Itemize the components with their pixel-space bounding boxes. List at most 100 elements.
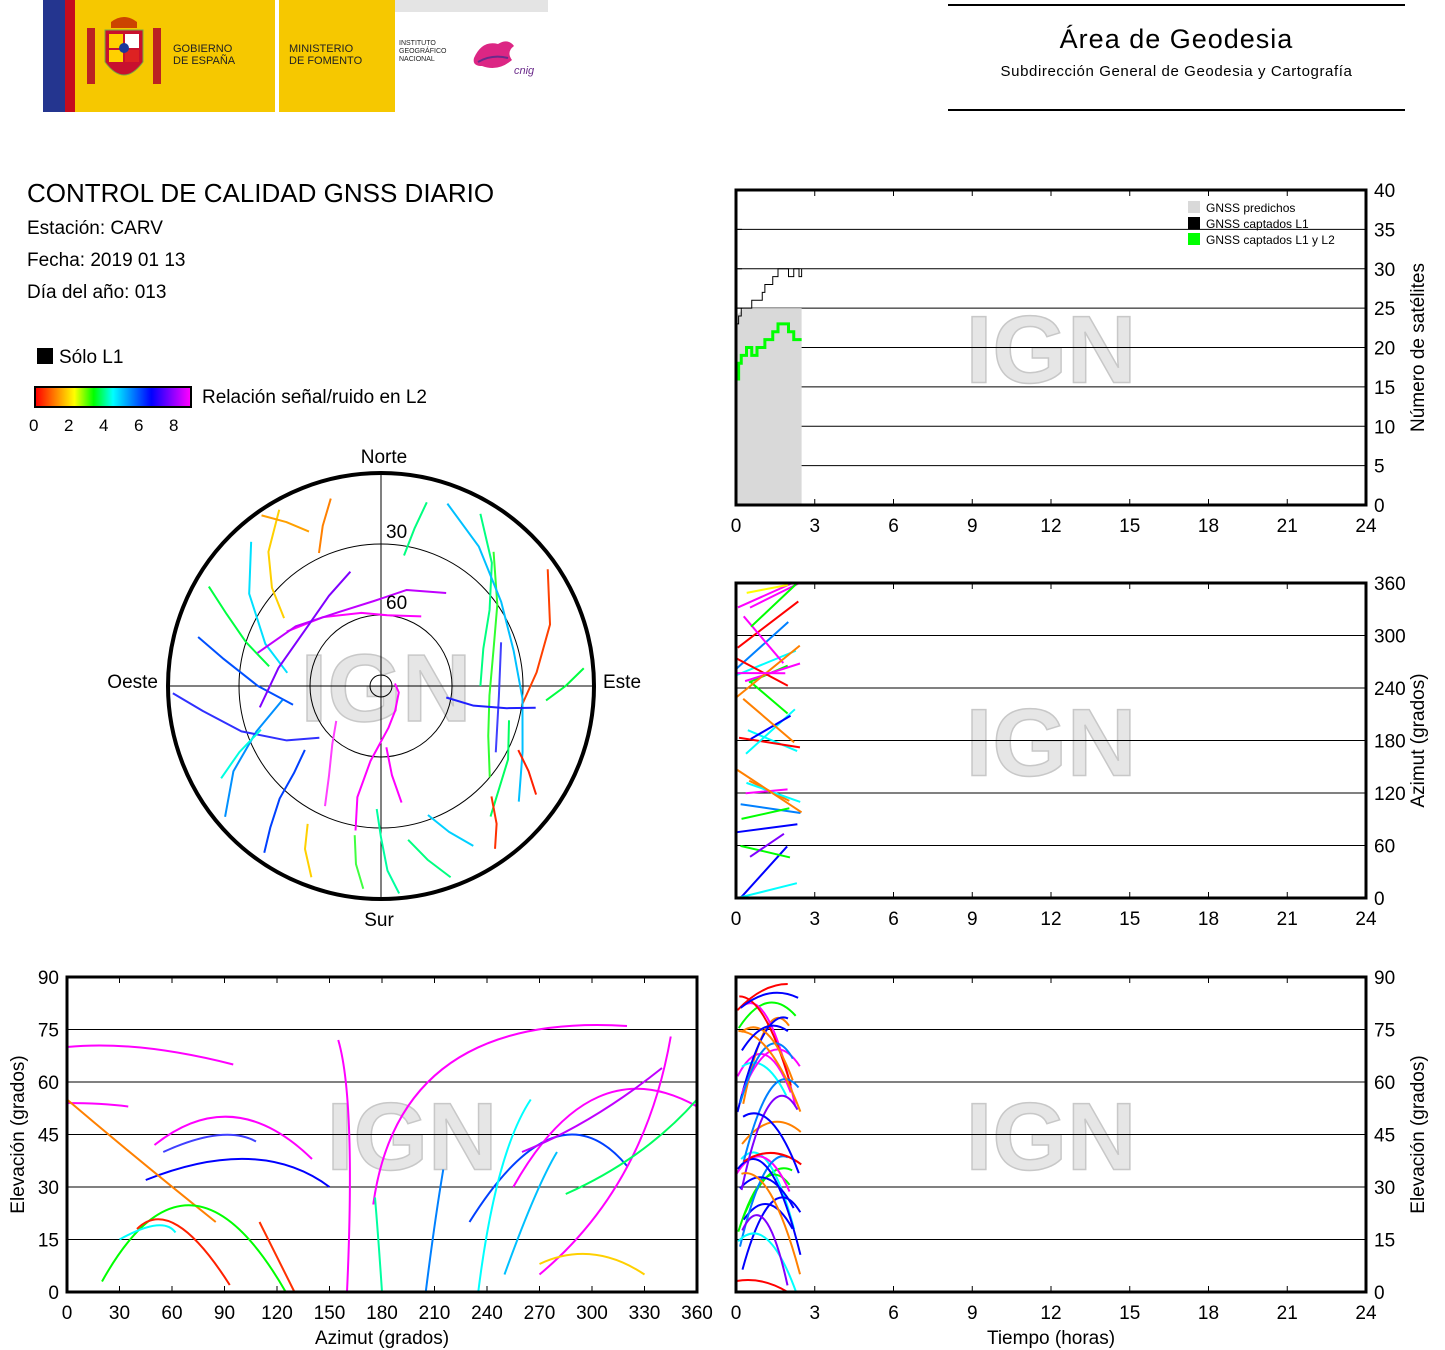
ign-watermark: IGN	[966, 297, 1137, 404]
satellite-elevation-azimuth-track	[258, 1221, 296, 1293]
snr-tick: 6	[134, 416, 144, 435]
satellite-elevation-azimuth-track	[565, 1098, 698, 1195]
skyplot-satellite-track	[385, 747, 403, 803]
x-tick-label: 12	[1040, 909, 1061, 930]
ministerio-panel	[279, 0, 395, 112]
satellite-elevation-azimuth-track	[372, 1024, 628, 1205]
satellite-elevation-track	[738, 1029, 802, 1112]
x-tick-label: 270	[524, 1303, 556, 1324]
x-tick-label: 120	[261, 1303, 293, 1324]
satellite-elevation-track	[742, 1112, 800, 1174]
satellite-azimuth-track	[737, 600, 799, 649]
area-title: Área de Geodesia	[1059, 24, 1294, 54]
legend-l1-label: Sólo L1	[59, 347, 124, 368]
skyplot-satellite-track	[445, 696, 536, 710]
y-axis-label: Elevación (grados)	[8, 1055, 29, 1213]
x-tick-label: 18	[1198, 516, 1219, 537]
x-tick-label: 330	[629, 1303, 661, 1324]
x-tick-label: 6	[888, 1303, 899, 1324]
station-label: Estación: CARV	[27, 218, 163, 239]
satellite-elevation-azimuth-track	[477, 1098, 532, 1293]
satellite-elevation-azimuth-track	[512, 1087, 698, 1188]
y-tick-label: 60	[38, 1073, 59, 1094]
skyplot-satellite-track	[545, 667, 585, 702]
y-tick-label: 0	[1374, 496, 1385, 517]
skyplot-satellite-track	[354, 683, 400, 831]
satellite-azimuth-track	[747, 729, 798, 753]
x-tick-label: 12	[1040, 516, 1061, 537]
header-top-rule	[948, 4, 1405, 6]
y-tick-label: 240	[1374, 679, 1406, 700]
skyplot-satellite-track	[494, 642, 503, 753]
y-axis-label: Azimut (grados)	[1408, 673, 1429, 807]
skyplot-satellite-track	[317, 498, 332, 554]
legend-label: GNSS predichos	[1206, 201, 1295, 215]
skyplot-satellite-track	[267, 509, 285, 619]
satellite-azimuth-track	[749, 832, 785, 858]
satellite-azimuth-track	[736, 649, 797, 676]
satellite-azimuth-track	[736, 823, 798, 834]
skyplot-satellite-track	[224, 699, 284, 818]
y-tick-label: 30	[1374, 260, 1395, 281]
satellite-elevation-azimuth-track	[145, 1157, 331, 1188]
skyplot-satellite-track	[520, 569, 552, 707]
x-tick-label: 21	[1277, 516, 1298, 537]
snr-tick: 8	[169, 416, 179, 435]
legend-label: GNSS captados L1	[1206, 217, 1309, 231]
legend-swatch	[1188, 233, 1200, 245]
x-tick-label: 3	[809, 909, 820, 930]
satellite-elevation-track	[737, 1001, 797, 1029]
legend-swatch	[1188, 201, 1200, 213]
x-tick-label: 180	[366, 1303, 398, 1324]
skyplot-satellite-track	[407, 839, 452, 879]
satellite-elevation-azimuth-track	[503, 1151, 558, 1275]
ign-watermark: IGN	[966, 690, 1137, 797]
institute-strip	[395, 0, 548, 12]
y-tick-label: 75	[38, 1021, 59, 1042]
skyplot-satellite-track	[403, 501, 428, 556]
cnig-label: cnig	[514, 65, 535, 77]
skyplot-east-label: Este	[603, 672, 641, 693]
ministerio-label: MINISTERIO DE FOMENTO	[289, 43, 363, 67]
y-tick-label: 10	[1374, 417, 1395, 438]
x-axis-label: Azimut (grados)	[315, 1328, 449, 1349]
satellite-elevation-track	[740, 1026, 794, 1081]
ign-watermark: IGN	[301, 635, 472, 742]
satellite-azimuth-track	[742, 615, 785, 664]
satellite-elevation-track	[739, 991, 799, 1009]
skyplot-satellite-track	[258, 571, 352, 708]
l1l2-series-line	[736, 322, 802, 381]
legend-swatch	[1188, 217, 1200, 229]
x-tick-label: 60	[161, 1303, 182, 1324]
satellite-elevation-azimuth-track	[136, 1218, 231, 1286]
skyplot-satellite-track	[197, 636, 294, 706]
x-tick-label: 24	[1355, 909, 1377, 930]
skyplot-satellite-track	[446, 503, 524, 802]
y-tick-label: 60	[1374, 837, 1395, 858]
x-tick-label: 3	[809, 1303, 820, 1324]
satellite-azimuth-track	[746, 583, 789, 594]
satellite-azimuth-track	[749, 582, 800, 609]
y-tick-label: 25	[1374, 299, 1395, 320]
satellite-azimuth-track	[750, 714, 792, 740]
satellite-elevation-azimuth-track	[424, 1169, 445, 1293]
satellite-azimuth-track	[737, 582, 794, 609]
y-tick-label: 0	[1374, 1283, 1385, 1304]
snr-tick: 4	[99, 416, 109, 435]
satellite-azimuth-track	[745, 788, 788, 795]
y-tick-label: 40	[1374, 181, 1395, 202]
y-tick-label: 15	[38, 1231, 59, 1252]
satellite-elevation-track	[740, 1094, 799, 1191]
x-tick-label: 21	[1277, 1303, 1298, 1324]
satellite-elevation-track	[741, 1214, 789, 1286]
x-tick-label: 9	[967, 1303, 978, 1324]
satellite-elevation-azimuth-track	[521, 1067, 663, 1153]
x-tick-label: 210	[419, 1303, 451, 1324]
y-tick-label: 75	[1374, 1021, 1395, 1042]
x-tick-label: 360	[681, 1303, 713, 1324]
x-tick-label: 3	[809, 516, 820, 537]
y-tick-label: 90	[38, 968, 59, 989]
skyplot-satellite-track	[375, 808, 401, 894]
y-tick-label: 45	[1374, 1126, 1395, 1147]
